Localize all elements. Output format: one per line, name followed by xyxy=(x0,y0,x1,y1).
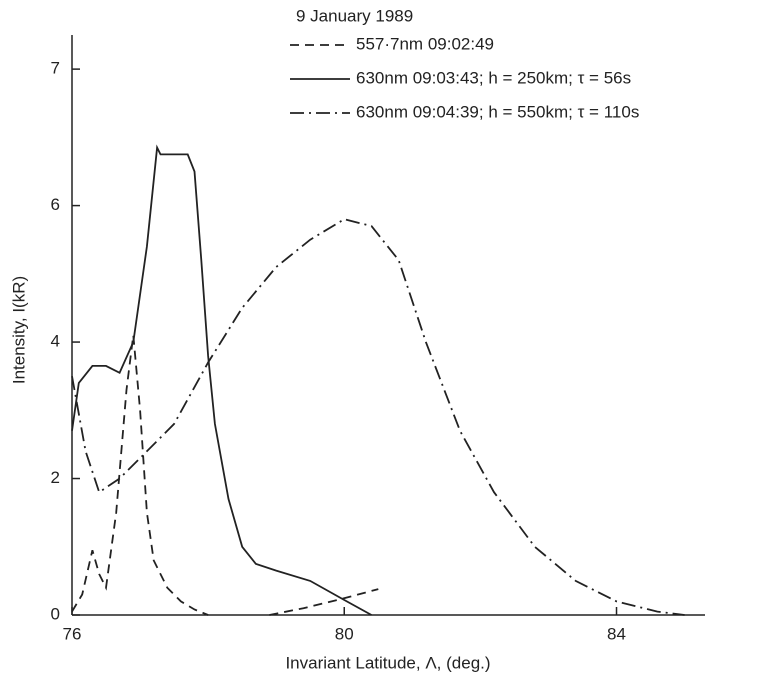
y-tick-label: 0 xyxy=(51,604,60,623)
x-tick-label: 80 xyxy=(335,624,354,643)
series-line xyxy=(71,335,379,616)
y-tick-label: 6 xyxy=(51,195,60,214)
y-tick-label: 2 xyxy=(51,468,60,487)
chart-title: 9 January 1989 xyxy=(296,6,413,25)
legend-label: 630nm 09:04:39; h = 550km; τ = 110s xyxy=(356,102,639,121)
legend-label: 630nm 09:03:43; h = 250km; τ = 56s xyxy=(356,68,631,87)
y-tick-label: 4 xyxy=(51,332,60,351)
series-line xyxy=(71,144,372,616)
series-line xyxy=(71,218,685,616)
x-axis-label: Invariant Latitude, Λ, (deg.) xyxy=(285,653,490,672)
x-tick-label: 84 xyxy=(607,624,626,643)
y-axis-label: Intensity, I(kR) xyxy=(9,276,28,384)
legend-label: 557·7nm 09:02:49 xyxy=(356,34,494,53)
y-tick-label: 7 xyxy=(51,59,60,78)
x-tick-label: 76 xyxy=(63,624,82,643)
